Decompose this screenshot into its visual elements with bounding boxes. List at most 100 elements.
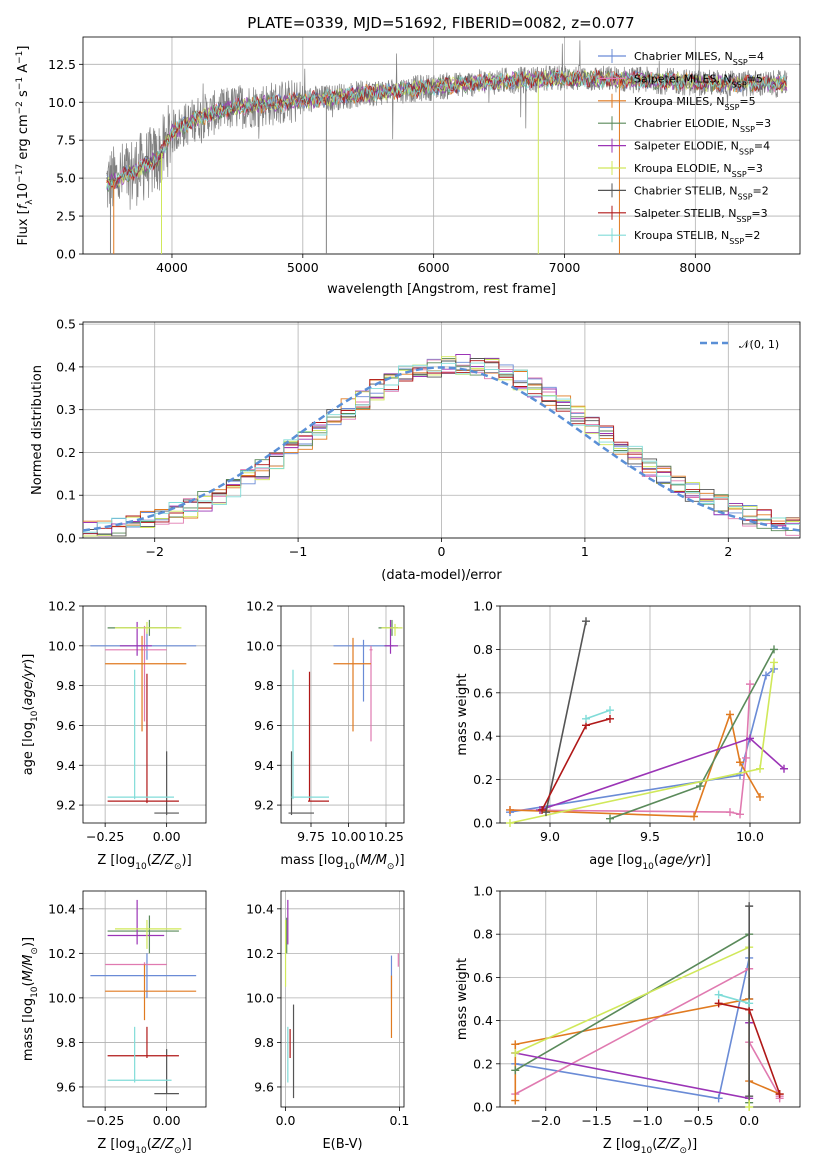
axes-frame <box>280 890 405 1108</box>
x-tick-label: −0.25 <box>86 829 124 844</box>
x-axis-label: age [log10(age/yr)] <box>589 853 711 872</box>
y-tick-label: 10.0 <box>48 990 76 1005</box>
y-tick-label: 10.2 <box>246 599 274 614</box>
series-chabrier_elodie <box>609 649 775 820</box>
y-tick-label: 1.0 <box>473 884 493 899</box>
marker-chabrier_stelib <box>745 1092 754 1101</box>
x-axis-label: E(B-V) <box>322 1137 362 1152</box>
x-tick-label: −2.0 <box>531 1113 561 1128</box>
axes-frame <box>82 890 207 1108</box>
x-axis-label: Z [log10(Z/Z⊙)] <box>97 1137 191 1156</box>
legend-label-chabrier_miles: Chabrier MILES, NSSP=4 <box>634 50 764 67</box>
panel-age_vs_mass: 9.75 10.00 10.25 9.2 9.4 9.6 9.8 10.0 10.2 mass [… <box>246 599 404 873</box>
residual-hist-kroupa_stelib <box>83 362 800 533</box>
legend-label-chabrier_elodie: Chabrier ELODIE, NSSP=3 <box>634 117 771 134</box>
series-chabrier_stelib <box>545 621 587 813</box>
y-tick-label: 10.2 <box>48 599 76 614</box>
x-tick-label: 5000 <box>287 260 319 275</box>
series-chabrier_miles <box>515 957 750 1100</box>
series-chabrier_elodie <box>514 932 750 1103</box>
marker-kroupa_stelib <box>745 999 754 1008</box>
y-tick-label: 0.1 <box>56 488 76 503</box>
marker-salpeter_stelib <box>538 805 546 814</box>
marker-kroupa_stelib <box>714 990 723 999</box>
x-tick-label: 0.00 <box>153 1113 181 1128</box>
data-spectrum <box>106 40 788 211</box>
marker-kroupa_elodie <box>511 1049 520 1057</box>
y-tick-label: 9.6 <box>56 1079 76 1094</box>
y-tick-label: 10.0 <box>48 95 76 110</box>
gridlines <box>83 891 206 1107</box>
y-tick-label: 9.6 <box>56 718 76 733</box>
normal-curve <box>82 366 801 532</box>
marker-kroupa_miles <box>736 758 744 767</box>
panel-spectrum: 4000 5000 6000 7000 8000 0.0 2.5 5.0 7.5 10.0 12.5… <box>15 36 801 297</box>
marker-kroupa_elodie <box>770 658 778 667</box>
marker-kroupa_stelib <box>582 714 590 723</box>
y-tick-label: 9.2 <box>56 798 76 813</box>
residual-hist-salpeter_stelib <box>83 360 800 535</box>
y-tick-label: 0.3 <box>56 402 76 417</box>
y-tick-label: 0.0 <box>56 247 76 262</box>
legend-label-chabrier_stelib: Chabrier STELIB, NSSP=2 <box>634 184 769 201</box>
marker-chabrier_elodie <box>696 782 704 791</box>
y-tick-label: 2.5 <box>56 209 76 224</box>
y-tick-label: 0.4 <box>473 729 493 744</box>
x-axis-label: wavelength [Angstrom, rest frame] <box>327 282 556 297</box>
y-tick-label: 0.0 <box>473 1100 493 1115</box>
gridlines <box>281 605 404 823</box>
x-tick-label: 10.00 <box>331 829 367 844</box>
y-tick-label: 0.2 <box>56 445 76 460</box>
y-tick-label: 5.0 <box>56 171 76 186</box>
y-tick-label: 0.8 <box>473 642 493 657</box>
y-tick-label: 10.2 <box>48 946 76 961</box>
x-axis-label: mass [log10(M/M⊙)] <box>280 853 404 872</box>
marker-chabrier_stelib <box>582 617 590 626</box>
y-tick-label: 9.2 <box>254 798 274 813</box>
y-axis-label: Flux [fλ10−17 erg cm−2 s−1 A−1] <box>15 46 35 246</box>
marker-salpeter_miles <box>726 808 734 817</box>
x-tick-label: 6000 <box>418 260 450 275</box>
marker-kroupa_miles <box>690 812 698 821</box>
legend-label-normal: 𝒩(0, 1) <box>739 338 779 351</box>
panel-weight_vs_Z: −2.0 −1.5 −1.0 −0.5 0.0 0.0 0.2 0.4 0.6 0.8 1.0 Z [… <box>455 884 801 1156</box>
gridlines <box>83 322 800 539</box>
marker-kroupa_elodie <box>506 819 514 827</box>
legend-label-salpeter_stelib: Salpeter STELIB, NSSP=3 <box>634 207 768 224</box>
panel-weight_vs_age: 9.0 9.5 10.0 0.0 0.2 0.4 0.6 0.8 1.0 age [log10(a… <box>455 599 801 872</box>
y-tick-label: 0.0 <box>56 531 76 546</box>
axes-frame <box>499 890 801 1108</box>
x-tick-label: 0.0 <box>739 1113 759 1128</box>
x-tick-label: −0.5 <box>683 1113 713 1128</box>
model-kroupa_stelib <box>106 70 788 191</box>
marker-salpeter_stelib <box>714 999 723 1008</box>
marker-kroupa_elodie <box>745 1103 754 1111</box>
marker-salpeter_stelib <box>606 714 614 723</box>
y-axis-label: mass weight <box>455 673 470 755</box>
y-tick-label: 9.8 <box>254 1035 274 1050</box>
x-tick-label: 10.0 <box>736 829 764 844</box>
y-tick-label: 10.4 <box>246 901 274 916</box>
axes-frame <box>280 605 405 824</box>
x-tick-label: 10.25 <box>368 829 404 844</box>
y-tick-label: 10.0 <box>246 990 274 1005</box>
x-tick-label: 0 <box>438 544 446 559</box>
legend: Chabrier MILES, NSSP=4 Salpeter MILES, NS… <box>598 49 771 246</box>
x-tick-label: 0.0 <box>276 1113 296 1128</box>
x-tick-label: 2 <box>724 544 732 559</box>
y-tick-label: 0.6 <box>473 685 493 700</box>
series-salpeter_miles <box>509 684 751 816</box>
panel-mass_vs_ebv: 0.0 0.1 9.6 9.8 10.0 10.2 10.4 E(B-V) <box>246 890 409 1152</box>
marker-salpeter_stelib <box>775 1090 784 1099</box>
model-chabrier_stelib <box>106 68 788 190</box>
y-tick-label: 9.4 <box>254 758 274 773</box>
y-tick-label: 12.5 <box>48 57 76 72</box>
x-tick-label: −2 <box>145 544 163 559</box>
marker-kroupa_miles <box>506 805 514 814</box>
axes-frame <box>82 36 801 255</box>
series-salpeter_stelib <box>541 718 611 811</box>
gridlines <box>281 891 404 1107</box>
marker-chabrier_elodie <box>770 645 778 654</box>
gridlines <box>500 890 800 1108</box>
